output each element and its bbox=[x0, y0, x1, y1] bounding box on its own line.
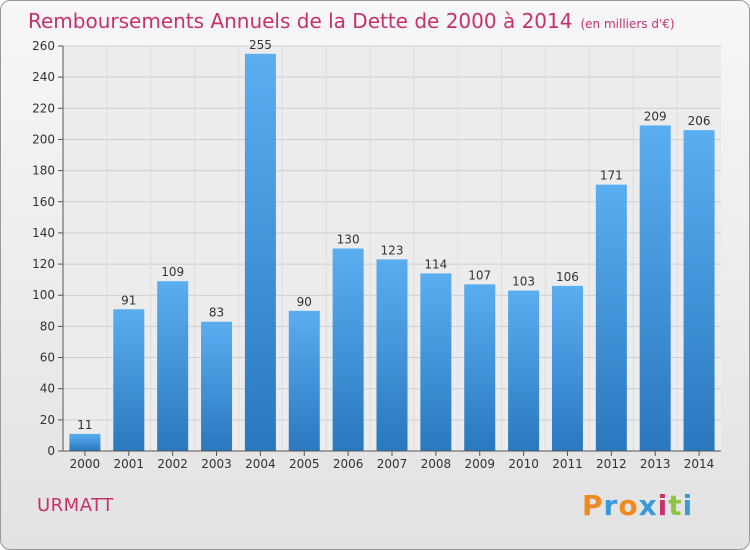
bar-2012 bbox=[595, 184, 627, 451]
bar-value-label: 255 bbox=[249, 38, 272, 52]
y-tick-label: 100 bbox=[32, 288, 55, 302]
bar-value-label: 83 bbox=[209, 306, 224, 320]
logo-letter: t bbox=[668, 489, 683, 522]
y-tick-label: 40 bbox=[40, 382, 55, 396]
bar-value-label: 114 bbox=[424, 257, 447, 271]
bar-value-label: 90 bbox=[297, 295, 312, 309]
bar-value-label: 11 bbox=[77, 418, 92, 432]
logo-letter: i bbox=[657, 489, 669, 522]
y-tick-label: 200 bbox=[32, 132, 55, 146]
y-tick-label: 20 bbox=[40, 413, 55, 427]
y-tick-label: 220 bbox=[32, 101, 55, 115]
y-tick-label: 180 bbox=[32, 164, 55, 178]
y-tick-label: 260 bbox=[32, 39, 55, 53]
y-tick-label: 80 bbox=[40, 319, 55, 333]
bar-value-label: 106 bbox=[556, 270, 579, 284]
logo-letter: i bbox=[682, 489, 694, 522]
x-tick-label: 2002 bbox=[157, 457, 188, 471]
x-tick-label: 2010 bbox=[508, 457, 539, 471]
bar-value-label: 91 bbox=[121, 293, 136, 307]
x-tick-label: 2011 bbox=[552, 457, 583, 471]
chart-title: Remboursements Annuels de la Dette de 20… bbox=[28, 9, 675, 33]
x-tick-label: 2008 bbox=[421, 457, 452, 471]
y-tick-label: 120 bbox=[32, 257, 55, 271]
bar-value-label: 209 bbox=[644, 109, 667, 123]
bar-2010 bbox=[508, 290, 540, 451]
x-tick-label: 2006 bbox=[333, 457, 364, 471]
y-tick-label: 240 bbox=[32, 70, 55, 84]
y-tick-label: 140 bbox=[32, 226, 55, 240]
bar-2005 bbox=[288, 310, 320, 451]
x-tick-label: 2003 bbox=[201, 457, 232, 471]
logo-letter: P bbox=[582, 489, 604, 522]
x-tick-label: 2012 bbox=[596, 457, 627, 471]
x-tick-label: 2007 bbox=[377, 457, 408, 471]
bar-2013 bbox=[639, 125, 671, 451]
commune-name: URMATT bbox=[37, 495, 114, 516]
logo-letter: o bbox=[618, 489, 639, 522]
bar-value-label: 109 bbox=[161, 265, 184, 279]
bar-2004 bbox=[244, 53, 276, 452]
x-tick-label: 2014 bbox=[684, 457, 715, 471]
bar-2000 bbox=[69, 433, 101, 451]
x-tick-label: 2000 bbox=[70, 457, 101, 471]
y-tick-label: 0 bbox=[47, 444, 55, 458]
bar-2007 bbox=[376, 259, 408, 451]
bar-2009 bbox=[464, 284, 496, 451]
bar-2014 bbox=[683, 130, 715, 451]
bar-value-label: 171 bbox=[600, 169, 623, 183]
x-tick-label: 2001 bbox=[114, 457, 145, 471]
y-tick-label: 160 bbox=[32, 195, 55, 209]
bar-2001 bbox=[113, 309, 145, 451]
chart-unit-note: (en milliers d'€) bbox=[580, 17, 675, 31]
logo-letter: r bbox=[603, 489, 619, 522]
bar-value-label: 123 bbox=[381, 243, 404, 257]
logo-letter: x bbox=[638, 489, 658, 522]
x-tick-label: 2004 bbox=[245, 457, 276, 471]
bar-2002 bbox=[157, 281, 189, 451]
bar-value-label: 103 bbox=[512, 275, 535, 289]
x-tick-label: 2009 bbox=[464, 457, 495, 471]
bar-2008 bbox=[420, 273, 452, 451]
x-tick-label: 2013 bbox=[640, 457, 671, 471]
bar-value-label: 206 bbox=[688, 114, 711, 128]
bar-value-label: 130 bbox=[337, 233, 360, 247]
bar-2011 bbox=[551, 285, 583, 451]
proxiti-logo: Proxiti bbox=[582, 489, 693, 522]
chart-title-text: Remboursements Annuels de la Dette de 20… bbox=[28, 9, 573, 33]
bar-value-label: 107 bbox=[468, 268, 491, 282]
x-tick-label: 2005 bbox=[289, 457, 320, 471]
bar-2003 bbox=[201, 321, 233, 451]
y-tick-label: 60 bbox=[40, 351, 55, 365]
bar-2006 bbox=[332, 248, 364, 451]
